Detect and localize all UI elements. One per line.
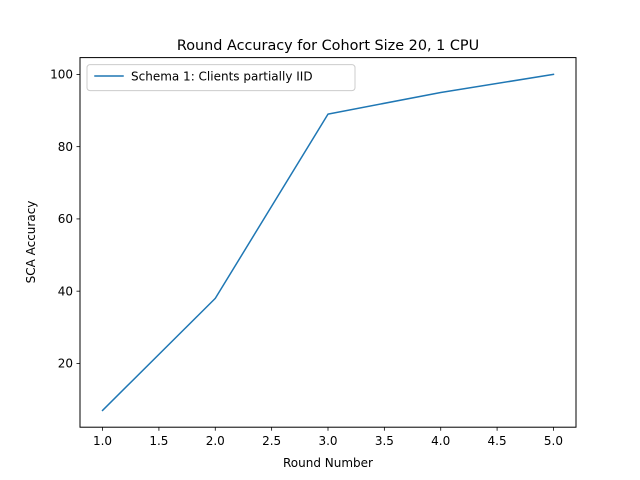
- x-axis-ticks: 1.0 1.5 2.0 2.5 3.0 3.5 4.0 4.5 5.0: [93, 427, 563, 448]
- y-tick-label: 80: [58, 140, 73, 154]
- x-tick-label: 4.5: [488, 434, 507, 448]
- chart-title: Round Accuracy for Cohort Size 20, 1 CPU: [177, 38, 479, 54]
- y-tick-label: 60: [58, 212, 73, 226]
- x-tick-label: 5.0: [544, 434, 563, 448]
- series-line-0: [101, 73, 555, 412]
- legend-series-label: Schema 1: Clients partially IID: [131, 70, 313, 84]
- y-tick-label: 100: [50, 68, 73, 82]
- data-point: [215, 298, 217, 300]
- plot-area: [101, 73, 555, 412]
- y-axis-ticks: 20 40 60 80 100: [50, 68, 80, 371]
- x-tick-label: 2.0: [206, 434, 225, 448]
- x-tick-label: 3.5: [375, 434, 394, 448]
- x-tick-label: 2.5: [262, 434, 281, 448]
- data-point: [102, 410, 104, 412]
- x-tick-label: 1.5: [149, 434, 168, 448]
- x-tick-label: 3.0: [318, 434, 337, 448]
- data-point: [440, 92, 442, 94]
- x-tick-label: 1.0: [93, 434, 112, 448]
- legend: Schema 1: Clients partially IID: [86, 64, 356, 92]
- y-tick-label: 20: [58, 357, 73, 371]
- y-tick-label: 40: [58, 284, 73, 298]
- legend-box: [86, 64, 356, 92]
- x-axis-label: Round Number: [283, 456, 373, 470]
- data-point: [553, 74, 555, 76]
- x-tick-label: 4.0: [431, 434, 450, 448]
- y-axis-label: SCA Accuracy: [24, 201, 38, 284]
- data-point: [327, 113, 329, 115]
